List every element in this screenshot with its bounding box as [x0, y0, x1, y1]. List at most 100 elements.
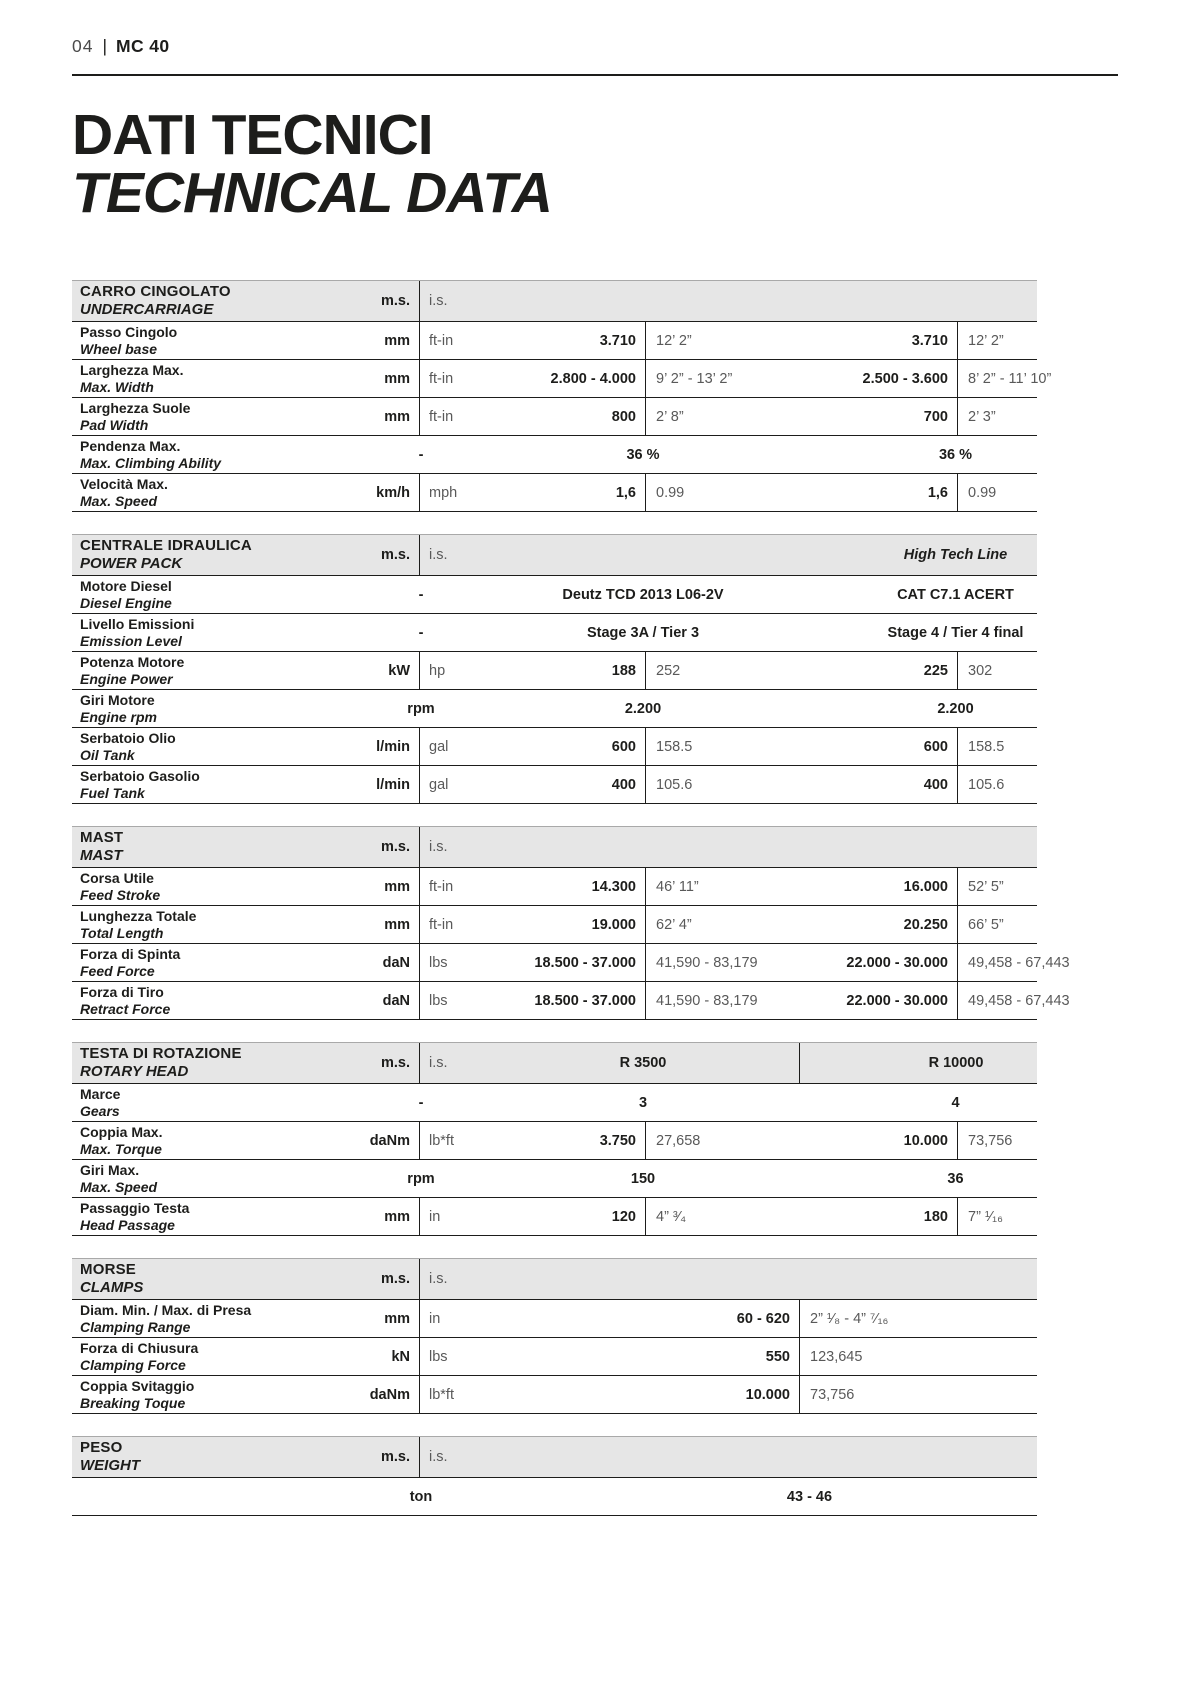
ms-unit-header: m.s.	[380, 1449, 410, 1466]
row-label-english: Retract Force	[80, 1000, 171, 1017]
ms-unit-header: m.s.	[380, 1055, 410, 1072]
model-name: MC 40	[116, 36, 170, 56]
value-imperial: 2” ¹⁄₈ - 4” ⁷⁄₁₆	[799, 1300, 1037, 1338]
header-spacer	[487, 535, 799, 575]
row-label-english: Gears	[80, 1102, 120, 1119]
value-metric-1: 18.500 - 37.000	[534, 954, 636, 971]
table-title-italian: MAST	[80, 828, 124, 846]
spec-table-weight: PESO WEIGHT m.s. i.s. ton 43 - 46	[72, 1436, 1037, 1517]
value-metric-1: 14.300	[591, 878, 636, 895]
unit-metric: mm	[384, 332, 410, 349]
spec-table-mast: MAST MAST m.s. i.s. Corsa Utile Feed Stroke mm…	[72, 826, 1070, 1021]
value-metric-2: 225	[923, 662, 948, 679]
value-imperial-2: 49,458 - 67,443	[957, 944, 1070, 982]
value-full: 43 - 46	[786, 1488, 833, 1505]
row-label: Passaggio Testa Head Passage	[72, 1198, 355, 1235]
value-span-2: Stage 4 / Tier 4 final	[887, 624, 1024, 641]
value-span-1: Deutz TCD 2013 L06-2V	[562, 586, 724, 603]
row-label: Velocità Max. Max. Speed	[72, 474, 355, 511]
table-title-italian: CARRO CINGOLATO	[80, 282, 231, 300]
value-metric: 10.000	[745, 1386, 790, 1403]
row-label: Lunghezza Totale Total Length	[72, 906, 355, 943]
row-label: Corsa Utile Feed Stroke	[72, 868, 355, 905]
unit-span: -	[418, 1094, 424, 1111]
unit-imperial: in	[419, 1300, 487, 1338]
row-label-english: Max. Width	[80, 378, 154, 395]
value-imperial-2: 66’ 5”	[957, 906, 1037, 944]
value-metric-2: 22.000 - 30.000	[846, 992, 948, 1009]
unit-metric: mm	[384, 1310, 410, 1327]
is-unit-header: i.s.	[419, 535, 487, 576]
unit-imperial: mph	[419, 474, 487, 512]
unit-span: ton	[409, 1488, 433, 1505]
unit-imperial: gal	[419, 766, 487, 804]
doc-title: DATI TECNICI TECHNICAL DATA	[72, 106, 1118, 222]
row-label-italian: Diam. Min. / Max. di Presa	[80, 1301, 252, 1318]
value-metric-1: 120	[611, 1208, 636, 1225]
unit-imperial: lb*ft	[419, 1122, 487, 1160]
row-label-italian: Potenza Motore	[80, 653, 185, 670]
row-label-english: Total Length	[80, 924, 164, 941]
table-title: CARRO CINGOLATO UNDERCARRIAGE	[72, 281, 355, 321]
unit-metric: km/h	[376, 484, 410, 501]
is-unit-header: i.s.	[419, 281, 1037, 322]
value-imperial-2: 12’ 2”	[957, 322, 1037, 360]
row-label-italian: Larghezza Suole	[80, 399, 191, 416]
unit-imperial: ft-in	[419, 398, 487, 436]
value-span-2: 2.200	[937, 700, 974, 717]
unit-imperial: ft-in	[419, 322, 487, 360]
row-label-italian: Passaggio Testa	[80, 1199, 190, 1216]
row-label-english: Feed Force	[80, 962, 155, 979]
spec-row-feed-stroke: Corsa Utile Feed Stroke mm ft-in 14.300 46’ 1…	[72, 868, 1037, 907]
row-label	[72, 1478, 355, 1515]
value-imperial-1: 0.99	[645, 474, 799, 512]
row-label-italian: Serbatoio Gasolio	[80, 767, 200, 784]
spec-row-head-passage: Passaggio Testa Head Passage mm in 120 4” ³⁄₄…	[72, 1198, 1037, 1237]
spec-row-engine-rpm: Giri Motore Engine rpm rpm 2.200 2.200	[72, 690, 1037, 729]
spec-row-feed-force: Forza di Spinta Feed Force daN lbs 18.500 - …	[72, 944, 1070, 983]
row-label: Coppia Svitaggio Breaking Toque	[72, 1376, 355, 1413]
value-metric-2: 16.000	[903, 878, 948, 895]
row-label-english: Engine rpm	[80, 708, 158, 725]
value-span-1: 150	[630, 1170, 656, 1187]
spec-table-power-pack: CENTRALE IDRAULICA POWER PACK m.s. i.s. High…	[72, 534, 1037, 805]
row-label-english: Diesel Engine	[80, 594, 172, 611]
row-label-english: Head Passage	[80, 1216, 175, 1233]
table-title-italian: MORSE	[80, 1260, 137, 1278]
row-label: Larghezza Suole Pad Width	[72, 398, 355, 435]
unit-imperial: lb*ft	[419, 1376, 487, 1414]
spec-row-clamping-range: Diam. Min. / Max. di Presa Clamping Range…	[72, 1300, 1037, 1339]
value-metric-2: 400	[923, 776, 948, 793]
unit-imperial: gal	[419, 728, 487, 766]
row-label-italian: Coppia Max.	[80, 1123, 163, 1140]
tables: CARRO CINGOLATO UNDERCARRIAGE m.s. i.s. Pass…	[72, 280, 1070, 1517]
value-metric-1: 2.800 - 4.000	[550, 370, 636, 387]
row-label-italian: Passo Cingolo	[80, 323, 178, 340]
table-header-row: MAST MAST m.s. i.s.	[72, 826, 1037, 869]
unit-metric: mm	[384, 370, 410, 387]
row-label-italian: Giri Motore	[80, 691, 155, 708]
unit-metric: daNm	[369, 1132, 410, 1149]
spec-row-fuel-tank: Serbatoio Gasolio Fuel Tank l/min gal 400 105…	[72, 766, 1037, 805]
is-unit-header: i.s.	[419, 1043, 487, 1084]
table-title: MORSE CLAMPS	[72, 1259, 355, 1299]
row-label-italian: Forza di Tiro	[80, 983, 164, 1000]
row-label-italian: Forza di Chiusura	[80, 1339, 199, 1356]
unit-span: -	[418, 586, 424, 603]
table-title-italian: CENTRALE IDRAULICA	[80, 536, 252, 554]
value-imperial-1: 12’ 2”	[645, 322, 799, 360]
value-metric-2: 20.250	[903, 916, 948, 933]
spec-row-weight: ton 43 - 46	[72, 1478, 1037, 1517]
value-imperial-1: 252	[645, 652, 799, 690]
spec-row-max-speed: Velocità Max. Max. Speed km/h mph 1,6 0.99 1,6…	[72, 474, 1037, 513]
value-imperial-2: 302	[957, 652, 1037, 690]
value-imperial-1: 4” ³⁄₄	[645, 1198, 799, 1236]
unit-metric: daNm	[369, 1386, 410, 1403]
ms-unit-header: m.s.	[380, 1271, 410, 1288]
value-imperial-2: 7” ¹⁄₁₆	[957, 1198, 1037, 1236]
row-label: Diam. Min. / Max. di Presa Clamping Range	[72, 1300, 355, 1337]
is-unit-header: i.s.	[419, 827, 1037, 868]
row-label-italian: Pendenza Max.	[80, 437, 181, 454]
row-label: Forza di Spinta Feed Force	[72, 944, 355, 981]
